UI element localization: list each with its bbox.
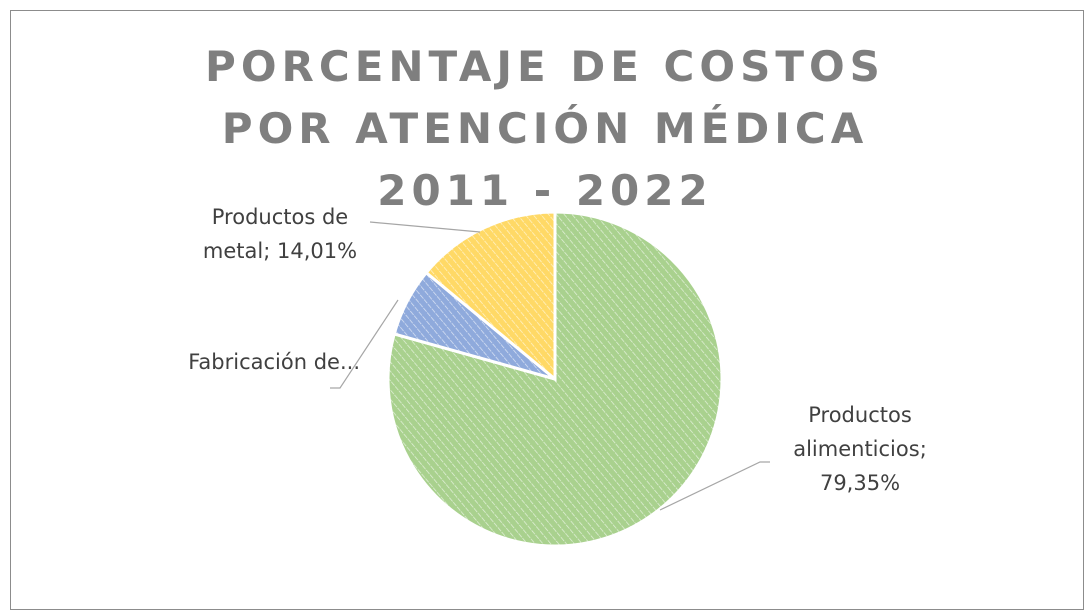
leader-line xyxy=(369,221,481,233)
leader-lines xyxy=(330,221,770,511)
chart-title: PORCENTAJE DE COSTOS POR ATENCIÓN MÉDICA… xyxy=(205,42,885,215)
plot xyxy=(330,210,770,548)
category-label: Fabricación de... xyxy=(188,350,360,374)
leader-line xyxy=(659,461,770,511)
value-label: 79,35% xyxy=(819,471,901,495)
data-label: Productos de metal; 14,01% xyxy=(180,200,380,268)
category-label: Productos alimenticios xyxy=(793,403,920,461)
value-label: 14,01% xyxy=(277,239,358,263)
chart: PORCENTAJE DE COSTOS POR ATENCIÓN MÉDICA… xyxy=(10,10,1084,610)
leader-line xyxy=(330,299,399,389)
label-separator: ; xyxy=(263,239,271,263)
pie-slice xyxy=(424,210,557,383)
category-label: Productos de metal xyxy=(202,205,349,263)
data-label: Fabricación de... xyxy=(120,345,360,379)
data-label: Productos alimenticios; 79,35% xyxy=(770,398,950,500)
label-separator: ; xyxy=(919,437,927,461)
